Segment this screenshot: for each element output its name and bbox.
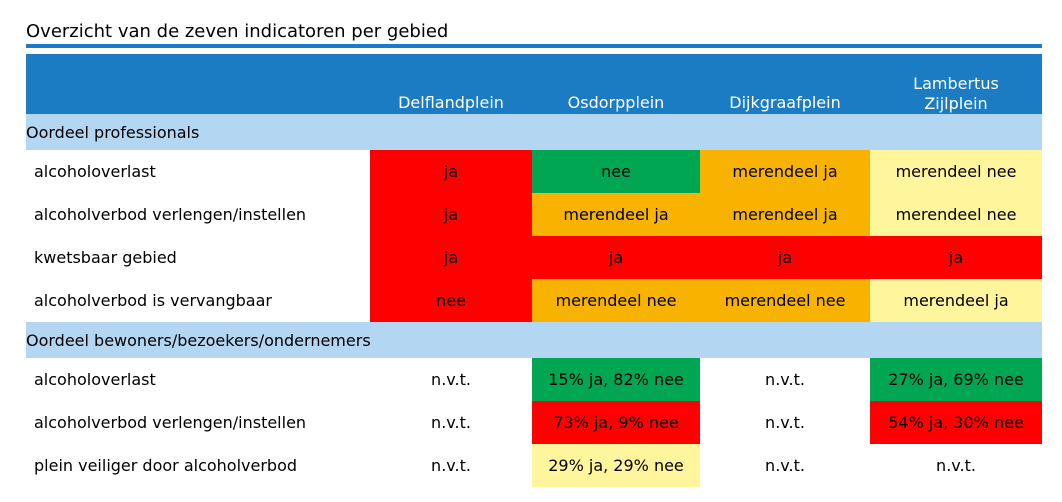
- header-row: Delflandplein Osdorpplein Dijkgraafplein…: [26, 54, 1042, 114]
- table-cell: nee: [370, 279, 532, 322]
- table-row: alcoholverbod verlengen/instellen n.v.t.…: [26, 401, 1042, 444]
- header-lambertus-line2: Zijlplein: [924, 94, 988, 113]
- header-dijkgraafplein: Dijkgraafplein: [700, 54, 870, 114]
- table-cell: nee: [532, 150, 700, 193]
- table-cell: 54% ja, 30% nee: [870, 401, 1042, 444]
- table-cell: ja: [870, 236, 1042, 279]
- row-label: alcoholverbod is vervangbaar: [34, 291, 272, 310]
- table-row: alcoholoverlast ja nee merendeel ja mere…: [26, 150, 1042, 193]
- table-cell: n.v.t.: [431, 413, 471, 432]
- table-cell: merendeel nee: [870, 193, 1042, 236]
- table-cell: ja: [370, 236, 532, 279]
- row-label: alcoholverbod verlengen/instellen: [34, 413, 307, 432]
- table-row: kwetsbaar gebied ja ja ja ja: [26, 236, 1042, 279]
- table-cell: n.v.t.: [765, 370, 805, 389]
- section-row: Oordeel professionals: [26, 114, 1042, 150]
- table-cell: n.v.t.: [765, 456, 805, 475]
- table-row: plein veiliger door alcoholverbod n.v.t.…: [26, 444, 1042, 487]
- section-heading: Oordeel professionals: [26, 114, 1042, 150]
- table-row: alcoholverbod verlengen/instellen ja mer…: [26, 193, 1042, 236]
- table-cell: merendeel nee: [700, 279, 870, 322]
- table-title: Overzicht van de zeven indicatoren per g…: [26, 21, 449, 42]
- header-lambertus-zijlplein: Lambertus Zijlplein: [870, 54, 1042, 114]
- section-row: Oordeel bewoners/bezoekers/ondernemers: [26, 322, 1042, 358]
- header-blank: [26, 54, 370, 114]
- table-cell: ja: [370, 150, 532, 193]
- table-cell: ja: [700, 236, 870, 279]
- table-cell: n.v.t.: [765, 413, 805, 432]
- table-cell: merendeel ja: [532, 193, 700, 236]
- table-cell: 27% ja, 69% nee: [870, 358, 1042, 401]
- row-label: alcoholoverlast: [34, 162, 156, 181]
- table-cell: merendeel nee: [870, 150, 1042, 193]
- section-heading: Oordeel bewoners/bezoekers/ondernemers: [26, 322, 1042, 358]
- table-cell: 15% ja, 82% nee: [532, 358, 700, 401]
- table-cell: n.v.t.: [431, 370, 471, 389]
- header-lambertus-line1: Lambertus: [913, 74, 999, 93]
- table-cell: ja: [532, 236, 700, 279]
- row-label: alcoholoverlast: [34, 370, 156, 389]
- header-delflandplein: Delflandplein: [370, 54, 532, 114]
- table-row: alcoholoverlast n.v.t. 15% ja, 82% nee n…: [26, 358, 1042, 401]
- table-cell: 73% ja, 9% nee: [532, 401, 700, 444]
- row-label: plein veiliger door alcoholverbod: [34, 456, 298, 475]
- table-cell: n.v.t.: [936, 456, 976, 475]
- row-label: kwetsbaar gebied: [34, 248, 177, 267]
- table-cell: merendeel nee: [532, 279, 700, 322]
- title-rule: [26, 44, 1042, 48]
- table-cell: n.v.t.: [431, 456, 471, 475]
- table-cell: merendeel ja: [700, 193, 870, 236]
- row-label: alcoholverbod verlengen/instellen: [34, 205, 307, 224]
- table-cell: ja: [370, 193, 532, 236]
- indicator-table: Delflandplein Osdorpplein Dijkgraafplein…: [26, 54, 1042, 487]
- header-osdorpplein: Osdorpplein: [532, 54, 700, 114]
- table-cell: merendeel ja: [870, 279, 1042, 322]
- table-row: alcoholverbod is vervangbaar nee merende…: [26, 279, 1042, 322]
- table-cell: 29% ja, 29% nee: [532, 444, 700, 487]
- table-cell: merendeel ja: [700, 150, 870, 193]
